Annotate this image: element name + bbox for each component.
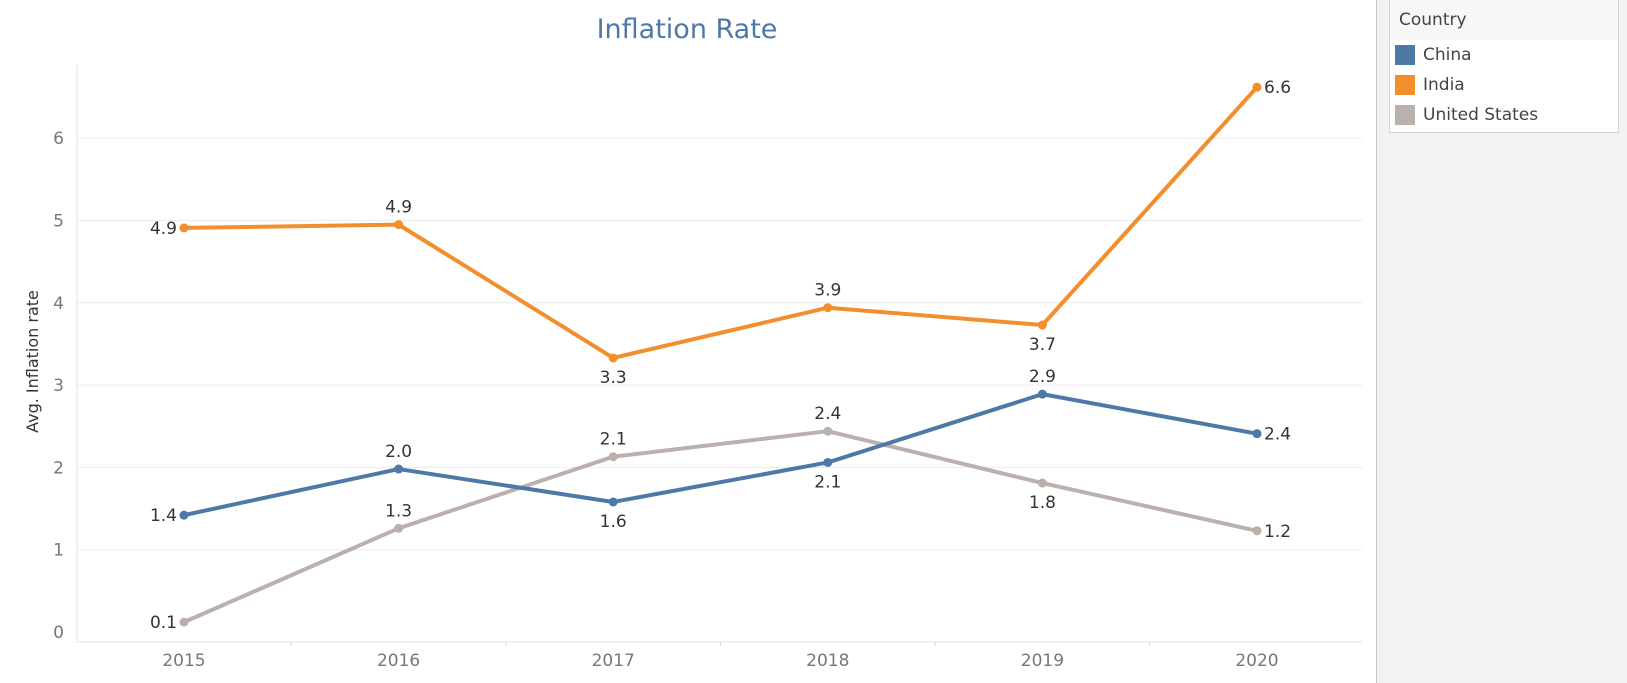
legend-item-china[interactable]: China [1390,40,1618,70]
data-point-india [1037,320,1047,330]
legend-label: India [1423,75,1465,95]
data-point-united-states [394,523,404,533]
y-tick-label: 0 [53,623,64,643]
data-point-china [1252,429,1262,439]
data-label-india: 3.7 [1029,335,1056,355]
y-tick-label: 1 [53,541,64,561]
data-point-united-states [1037,478,1047,488]
data-point-china [1037,389,1047,399]
right-panel: Country China India United States [1376,0,1627,683]
data-label-india: 3.9 [814,281,841,301]
x-tick-label: 2016 [377,651,420,671]
legend-item-united-states[interactable]: United States [1390,100,1618,130]
legend-swatch-united-states [1395,105,1415,125]
legend-label: United States [1423,105,1539,125]
x-tick-label: 2019 [1021,651,1064,671]
legend-label: China [1423,45,1472,65]
data-label-united-states: 1.3 [385,501,412,521]
y-tick-label: 5 [53,212,64,232]
y-tick-label: 6 [53,129,64,149]
data-point-united-states [179,617,189,627]
data-label-united-states: 1.2 [1264,522,1291,542]
data-point-united-states [1252,526,1262,536]
legend-swatch-india [1395,75,1415,95]
series-group [179,82,1262,627]
x-tick-label: 2020 [1235,651,1278,671]
series-line-india [182,85,1259,360]
x-tick-label: 2015 [162,651,205,671]
data-label-united-states: 2.4 [814,404,841,424]
x-tick-label: 2017 [592,651,635,671]
data-label-china: 1.6 [600,512,627,532]
legend-item-india[interactable]: India [1390,70,1618,100]
data-label-india: 3.3 [600,368,627,388]
data-point-india [1252,82,1262,92]
data-point-united-states [823,426,833,436]
chart-title: Inflation Rate [596,14,778,45]
data-label-united-states: 2.1 [600,430,627,450]
line-chart: 0 1 2 3 4 5 6 2015 2016 2017 2018 2019 2020 Avg. Infl… [23,65,1362,671]
y-tick-label: 3 [53,376,64,396]
data-point-china [823,457,833,467]
data-point-india [179,223,189,233]
x-tick-label: 2018 [806,651,849,671]
data-label-india: 4.9 [385,198,412,218]
data-point-united-states [608,452,618,462]
y-tick-label: 2 [53,458,64,478]
data-point-china [179,510,189,520]
legend-title: Country [1390,0,1618,40]
data-label-china: 2.9 [1029,367,1056,387]
data-point-india [394,220,404,230]
data-label-india: 4.9 [150,219,177,239]
data-label-united-states: 0.1 [150,613,177,633]
data-point-china [608,497,618,507]
y-axis-label: Avg. Inflation rate [23,290,42,433]
data-point-india [608,353,618,363]
axes: 0 1 2 3 4 5 6 2015 2016 2017 2018 2019 2020 Avg. Infl… [23,65,1362,671]
data-label-china: 1.4 [150,506,177,526]
gridlines [77,137,1362,551]
data-label-india: 6.6 [1264,78,1291,98]
data-label-china: 2.1 [814,472,841,492]
legend[interactable]: Country China India United States [1389,0,1619,133]
data-label-united-states: 1.8 [1029,493,1056,513]
legend-swatch-china [1395,45,1415,65]
data-label-china: 2.0 [385,442,412,462]
series-line-united-states [182,429,1259,625]
series-line-china [182,392,1259,518]
data-label-china: 2.4 [1264,425,1291,445]
data-labels: 1.4 2.0 1.6 2.1 2.9 2.4 4.9 4.9 3.3 3.9 3.7 6.6 0.1 1… [150,78,1291,633]
data-point-china [394,464,404,474]
y-tick-label: 4 [53,294,64,314]
data-point-india [823,303,833,313]
